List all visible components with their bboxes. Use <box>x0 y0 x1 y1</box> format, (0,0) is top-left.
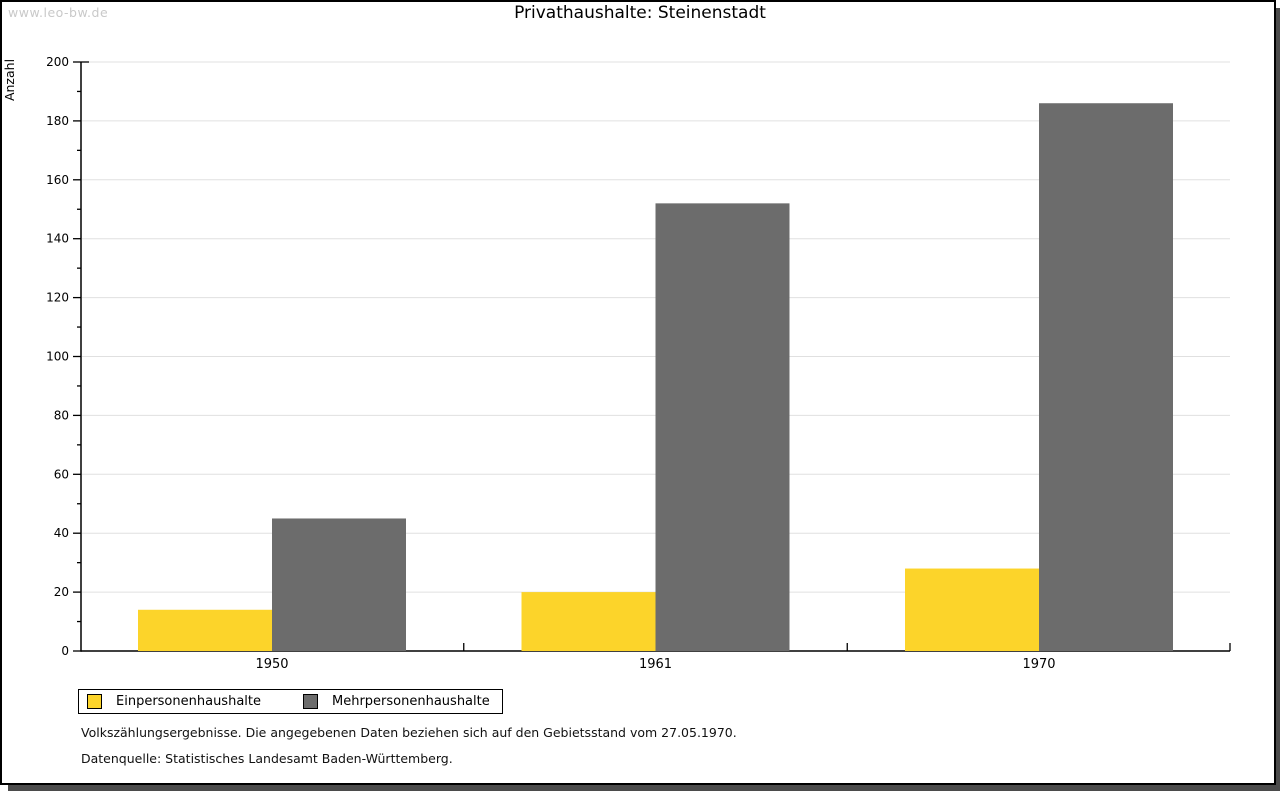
ytick-label-20: 20 <box>54 585 69 599</box>
ytick-label-180: 180 <box>46 114 69 128</box>
bar-einpersonenhaushalte-1970 <box>905 568 1039 651</box>
ytick-label-140: 140 <box>46 232 69 246</box>
bar-einpersonenhaushalte-1950 <box>138 609 272 651</box>
watermark-leo-bw: www.leo-bw.de <box>8 5 109 20</box>
footer-note-data-source: Datenquelle: Statistisches Landesamt Bad… <box>81 751 453 766</box>
xtick-label-1961: 1961 <box>639 657 672 672</box>
chart-title: Privathaushalte: Steinenstadt <box>514 3 766 23</box>
bar-mehrpersonenhaushalte-1950 <box>272 518 406 651</box>
y-axis-title: Anzahl <box>2 59 17 101</box>
legend: Einpersonenhaushalte Mehrpersonenhaushal… <box>78 689 503 714</box>
legend-item-einpersonenhaushalte: Einpersonenhaushalte <box>87 694 261 709</box>
frame-shadow-right <box>1276 8 1280 791</box>
ytick-label-200: 200 <box>46 55 69 69</box>
legend-label-einpersonenhaushalte: Einpersonenhaushalte <box>116 694 261 709</box>
bar-mehrpersonenhaushalte-1961 <box>655 203 790 652</box>
legend-swatch-mehrpersonenhaushalte <box>303 694 318 709</box>
bar-einpersonenhaushalte-1961 <box>521 592 656 651</box>
frame-shadow-bottom <box>8 785 1280 791</box>
legend-swatch-einpersonenhaushalte <box>87 694 102 709</box>
ytick-label-100: 100 <box>46 350 69 364</box>
ytick-label-160: 160 <box>46 173 69 187</box>
xtick-label-1970: 1970 <box>1022 657 1055 672</box>
legend-label-mehrpersonenhaushalte: Mehrpersonenhaushalte <box>332 694 490 709</box>
ytick-label-60: 60 <box>54 467 69 481</box>
ytick-label-120: 120 <box>46 291 69 305</box>
ytick-label-0: 0 <box>61 644 69 658</box>
xtick-label-1950: 1950 <box>255 657 288 672</box>
bar-chart: 0 20 40 60 80 100 120 140 160 180 200 1950 1961 1970 A… <box>2 55 1231 672</box>
ytick-label-80: 80 <box>54 408 69 422</box>
bar-mehrpersonenhaushalte-1970 <box>1039 103 1173 652</box>
legend-item-mehrpersonenhaushalte: Mehrpersonenhaushalte <box>303 694 490 709</box>
footer-note-source-date: Volkszählungsergebnisse. Die angegebenen… <box>81 725 737 740</box>
ytick-label-40: 40 <box>54 526 69 540</box>
